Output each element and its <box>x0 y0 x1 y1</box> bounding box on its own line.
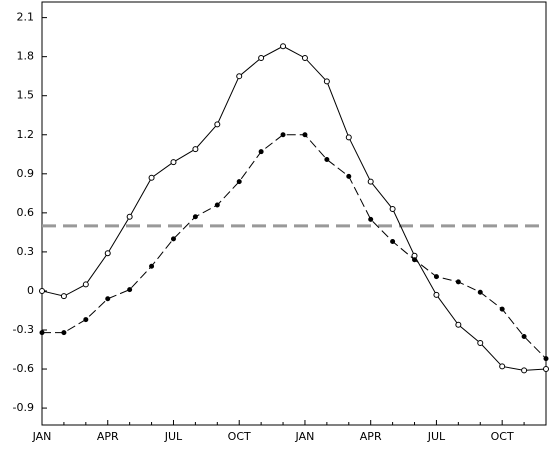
point <box>192 146 199 153</box>
series-line <box>41 45 547 371</box>
point <box>543 356 549 362</box>
point <box>499 306 505 312</box>
point <box>39 287 45 294</box>
x-tick-label: OCT <box>491 430 514 443</box>
x-tick-label: APR <box>360 430 382 443</box>
point <box>83 317 89 323</box>
point <box>60 293 67 300</box>
point <box>280 43 287 50</box>
point <box>324 156 330 162</box>
point <box>367 178 374 185</box>
x-tick-label: OCT <box>228 430 251 443</box>
point <box>214 202 220 208</box>
point <box>477 289 483 295</box>
point <box>521 367 528 374</box>
y-tick-label: -0.9 <box>13 401 34 414</box>
point <box>301 54 308 61</box>
y-tick-label: 0.9 <box>17 167 35 180</box>
point <box>280 132 286 138</box>
x-tick-label: JAN <box>32 430 52 443</box>
y-tick-label: 1.8 <box>17 50 35 63</box>
point <box>127 287 133 293</box>
y-tick-label: 0.3 <box>17 245 35 258</box>
point <box>412 257 418 263</box>
point <box>82 281 89 288</box>
series-line <box>42 134 547 359</box>
point <box>390 238 396 244</box>
point <box>192 214 198 220</box>
y-tick-label: -0.6 <box>13 362 34 375</box>
point <box>39 330 45 336</box>
y-tick-label: -0.3 <box>13 323 34 336</box>
y-tick-label: 0 <box>27 284 34 297</box>
point <box>170 159 177 166</box>
point <box>214 121 221 128</box>
point <box>455 321 462 328</box>
point <box>455 279 461 285</box>
point <box>170 236 176 242</box>
plot-frame <box>41 1 547 426</box>
point <box>345 134 352 141</box>
point <box>368 216 374 222</box>
x-tick-label: APR <box>97 430 119 443</box>
point <box>258 149 264 155</box>
point <box>148 174 155 181</box>
point <box>433 274 439 280</box>
y-tick-label: 0.6 <box>17 206 35 219</box>
point <box>61 330 67 336</box>
point <box>104 250 111 257</box>
point <box>236 73 243 80</box>
point <box>543 366 549 373</box>
point <box>521 333 527 339</box>
point <box>105 296 111 302</box>
y-tick-label: 2.1 <box>17 11 35 24</box>
point <box>126 213 133 220</box>
point <box>433 291 440 298</box>
y-tick-label: 1.5 <box>17 89 35 102</box>
point <box>389 205 396 212</box>
point <box>477 340 484 347</box>
point <box>499 363 506 370</box>
point <box>149 263 155 269</box>
point <box>323 78 330 85</box>
point <box>258 54 265 61</box>
point <box>236 179 242 185</box>
point <box>346 173 352 179</box>
x-tick-label: JUL <box>427 430 446 443</box>
y-tick-label: 1.2 <box>17 128 35 141</box>
x-tick-label: JUL <box>164 430 183 443</box>
point <box>302 132 308 138</box>
x-tick-label: JAN <box>295 430 315 443</box>
